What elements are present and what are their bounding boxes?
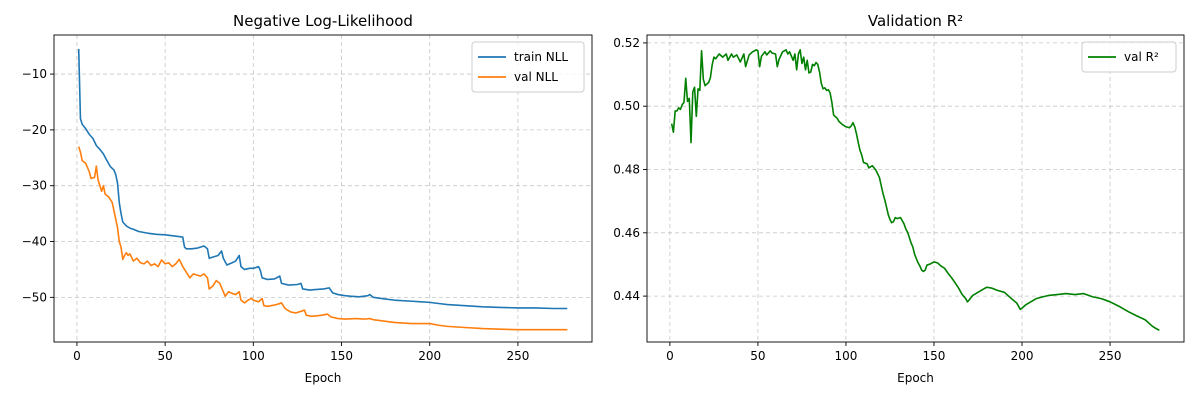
x-tick-label: 200 bbox=[418, 349, 441, 363]
chart-panel-1: 0 50 100 150 200 250 −50 −40 −30 −20 −10 Negative L… bbox=[22, 12, 593, 385]
y-tick-label: 0.48 bbox=[613, 163, 640, 177]
plot-frame bbox=[53, 34, 593, 343]
x-tick-label: 0 bbox=[73, 349, 81, 363]
y-tick-label: 0.50 bbox=[613, 99, 640, 113]
series-line-1 bbox=[77, 48, 568, 310]
legend-label-2: val NLL bbox=[514, 70, 558, 84]
x-tick-label: 250 bbox=[506, 349, 529, 363]
x-tick-label: 200 bbox=[1011, 349, 1034, 363]
legend-label-1: train NLL bbox=[514, 50, 568, 64]
series-line-1 bbox=[670, 49, 1160, 331]
legend: train NLL val NLL bbox=[471, 41, 585, 93]
legend-label-1: val R² bbox=[1124, 50, 1159, 64]
y-tick-label: 0.52 bbox=[613, 36, 640, 50]
series-line-2 bbox=[77, 146, 568, 331]
x-tick-label: 250 bbox=[1099, 349, 1122, 363]
y-tick-label: 0.44 bbox=[613, 289, 640, 303]
legend-box bbox=[1081, 41, 1177, 73]
x-tick-label: 100 bbox=[242, 349, 265, 363]
chart-title: Validation R² bbox=[868, 12, 963, 30]
x-tick-label: 0 bbox=[666, 349, 674, 363]
legend-box bbox=[471, 41, 585, 93]
x-tick-label: 50 bbox=[157, 349, 172, 363]
chart-panel-2: 0 50 100 150 200 250 0.44 0.46 0.48 0.50 0.52 Valid… bbox=[613, 12, 1185, 385]
x-tick-label: 150 bbox=[330, 349, 353, 363]
x-tick-label: 100 bbox=[835, 349, 858, 363]
legend: val R² bbox=[1081, 41, 1177, 73]
x-axis-label: Epoch bbox=[305, 371, 342, 385]
y-tick-label: −50 bbox=[22, 290, 47, 304]
chart-title: Negative Log-Likelihood bbox=[233, 12, 413, 30]
y-tick-label: −20 bbox=[22, 123, 47, 137]
x-tick-label: 50 bbox=[750, 349, 765, 363]
x-axis-label: Epoch bbox=[897, 371, 934, 385]
y-tick-label: 0.46 bbox=[613, 226, 640, 240]
plot-frame bbox=[646, 34, 1185, 343]
y-tick-label: −40 bbox=[22, 235, 47, 249]
y-tick-label: −30 bbox=[22, 179, 47, 193]
x-tick-label: 150 bbox=[923, 349, 946, 363]
y-tick-label: −10 bbox=[22, 67, 47, 81]
